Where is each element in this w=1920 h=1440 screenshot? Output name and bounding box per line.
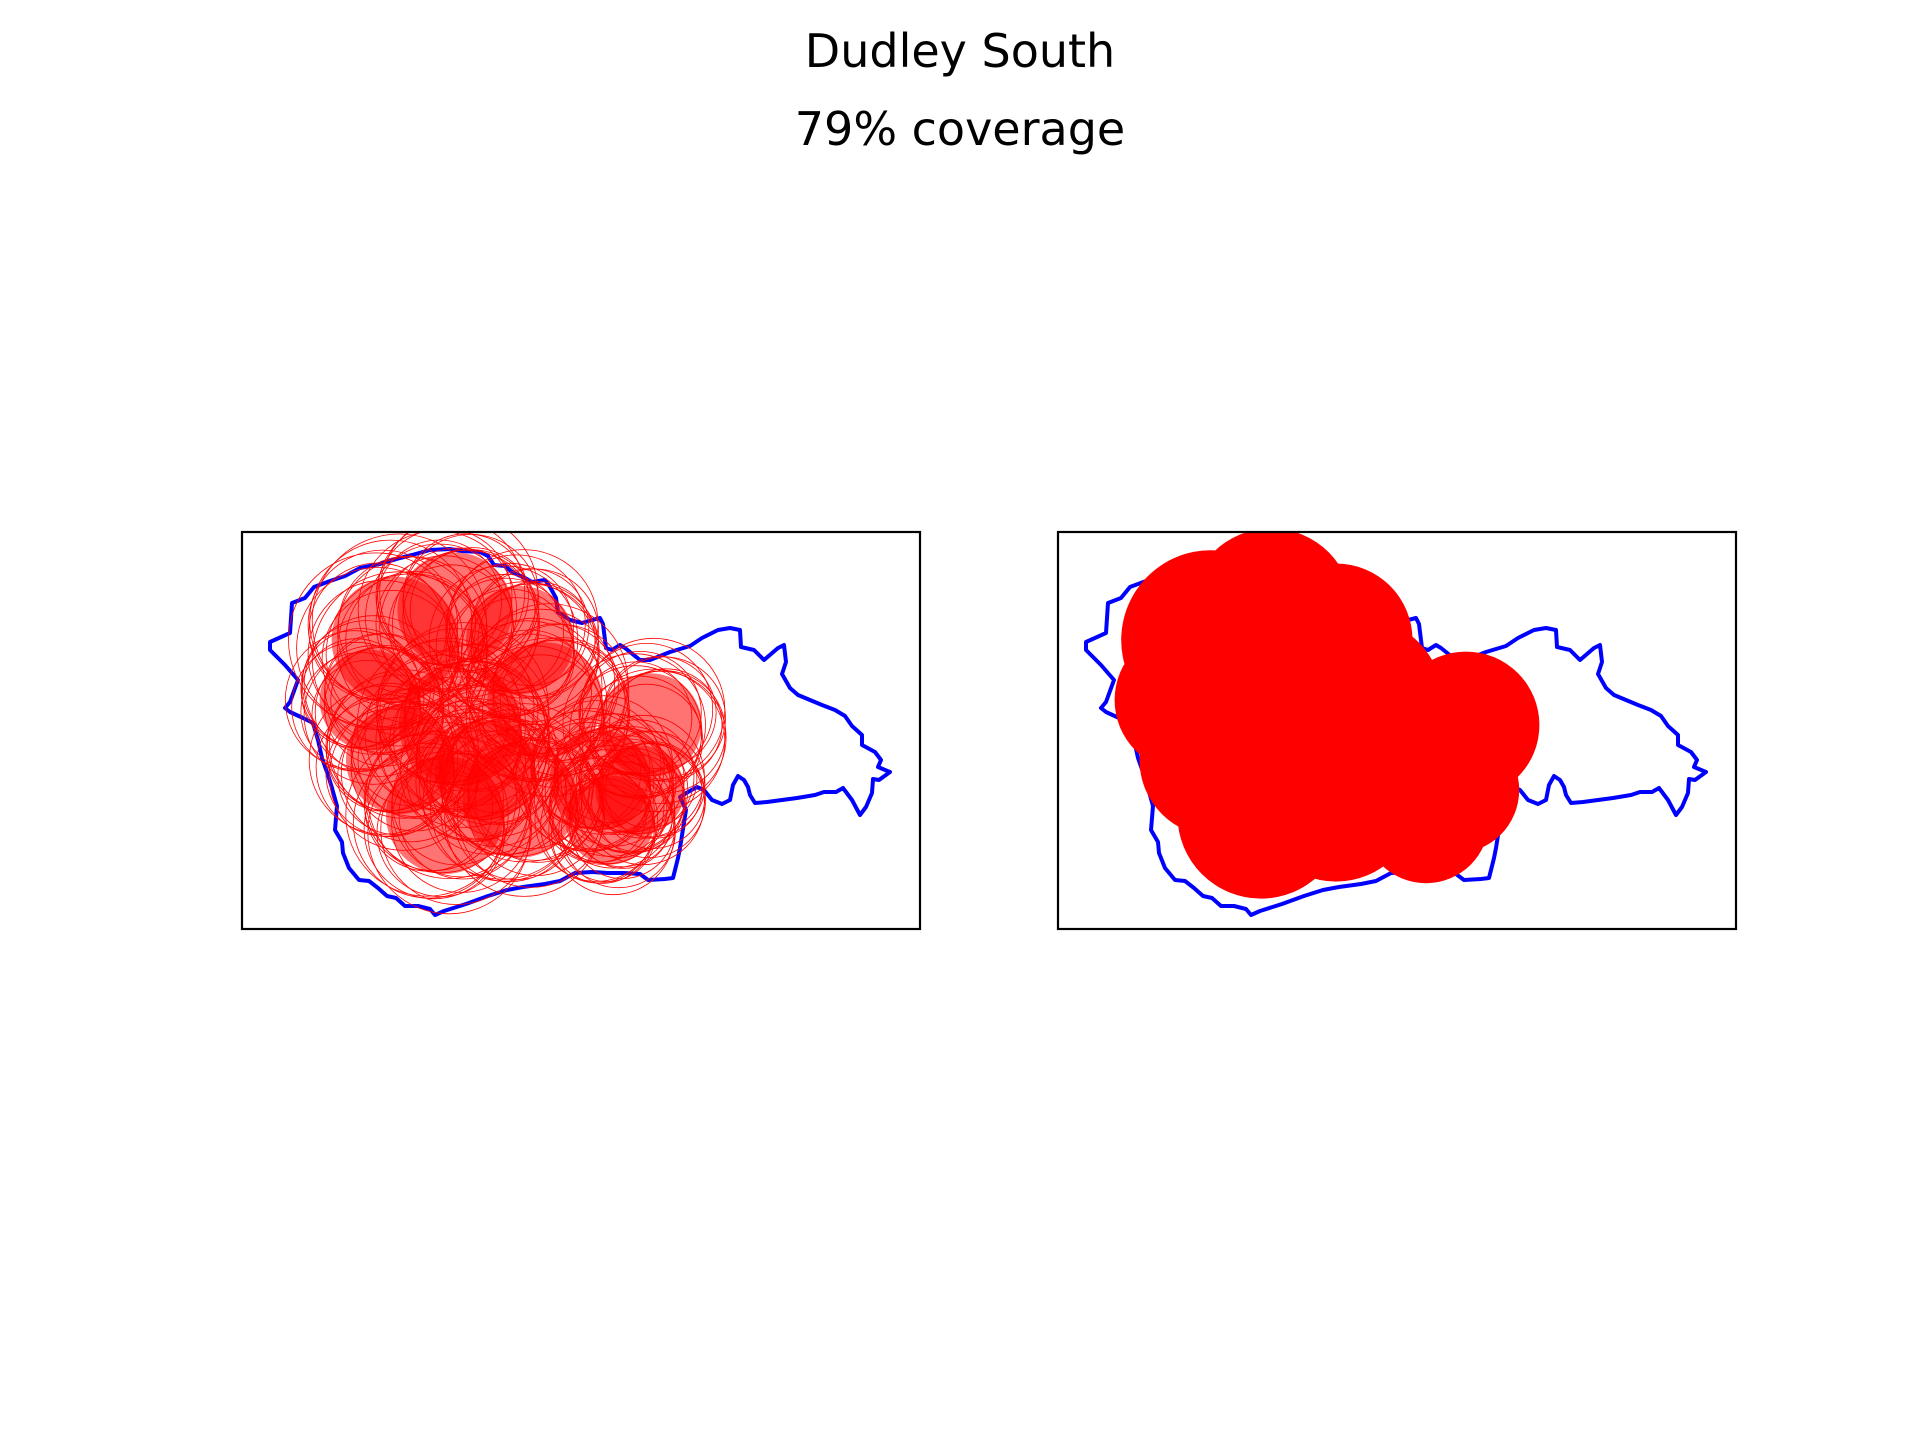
coverage-buffer-outlines [284,532,727,915]
coverage-fill-circle [1362,756,1490,884]
panel-frame-left [240,530,922,931]
constituency-boundary-left [268,547,892,917]
buffer-core [565,775,655,865]
panel-frame-right [1056,530,1738,931]
panel-right [1056,530,1738,931]
buffer-core [434,719,536,821]
coverage-fill-circle [1229,698,1373,842]
panel-left [240,530,922,931]
coverage-fill-circle [1114,628,1258,772]
figure-title: Dudley South [804,24,1116,78]
figure-subtitle: 79% coverage [794,102,1126,156]
coverage-merged-fill [1114,532,1540,899]
buffer-core [319,649,421,751]
